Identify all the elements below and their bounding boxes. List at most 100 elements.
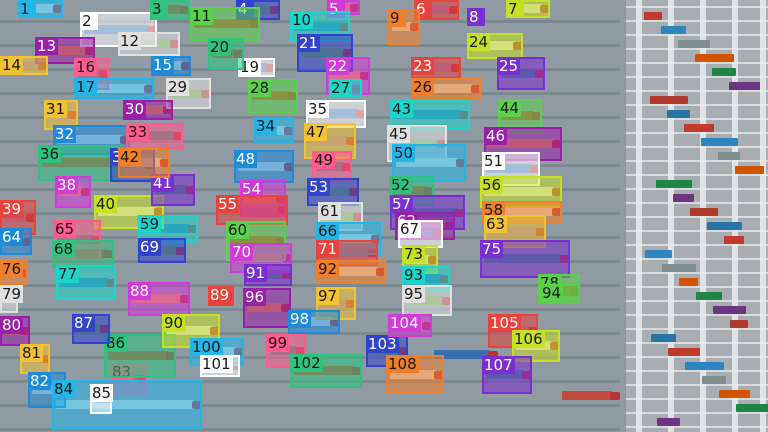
truck-cab — [536, 227, 546, 236]
truck-cab — [188, 225, 198, 233]
truck-trailer — [84, 24, 149, 34]
truck-cab — [434, 370, 444, 379]
shipping-container — [713, 306, 746, 314]
truck-trailer — [76, 324, 102, 333]
truck-cab — [91, 236, 101, 244]
yard-row — [626, 426, 768, 428]
truck-trailer — [114, 374, 139, 383]
shipping-container — [690, 208, 718, 216]
truck-trailer — [392, 320, 424, 330]
truck-trailer — [132, 294, 182, 303]
truck-cab — [440, 275, 450, 283]
truck-trailer — [402, 229, 435, 238]
lane-marking — [0, 212, 620, 215]
shipping-container — [656, 180, 692, 188]
shipping-container — [651, 334, 676, 342]
truck-cab — [8, 295, 18, 303]
truck-cab — [53, 5, 63, 13]
truck-cab — [173, 132, 183, 140]
truck-cab — [234, 50, 244, 58]
truck-cab — [342, 162, 352, 171]
truck-cab — [276, 194, 286, 203]
shipping-container — [657, 418, 680, 426]
truck-trailer — [488, 226, 538, 236]
truck-trailer — [130, 131, 175, 140]
truck-trailer — [322, 211, 355, 221]
truck-cab — [201, 89, 211, 98]
truck-cab — [104, 250, 114, 258]
truck-trailer — [78, 69, 101, 78]
truck-trailer — [308, 136, 348, 145]
truck-cab — [192, 401, 202, 409]
truck-cab — [352, 84, 362, 93]
yard-row — [626, 62, 768, 64]
shipping-container — [707, 222, 742, 230]
truck-trailer — [122, 39, 172, 48]
truck-trailer — [234, 253, 284, 262]
truck-trailer — [484, 254, 562, 263]
truck-cab — [532, 112, 542, 120]
shipping-container — [644, 12, 662, 20]
truck-trailer — [220, 205, 280, 214]
truck-trailer — [394, 110, 462, 119]
truck-cab — [343, 49, 353, 57]
truck-cab — [147, 25, 157, 34]
yard-row — [626, 328, 768, 330]
truck-cab — [250, 20, 260, 28]
lane-marking — [0, 308, 620, 311]
yard-row — [626, 272, 768, 274]
truck-cab — [550, 342, 560, 350]
truck-trailer — [510, 4, 542, 13]
yard-row — [626, 412, 768, 414]
truck-cab — [330, 318, 340, 326]
truck-trailer — [155, 61, 183, 70]
yard-row — [626, 286, 768, 288]
truck-trailer — [252, 91, 290, 100]
truck-cab — [552, 188, 562, 196]
lane-marking — [0, 428, 620, 431]
truck-cab — [81, 188, 91, 196]
truck-trailer — [415, 84, 473, 93]
truck-trailer — [486, 207, 554, 216]
truck-cab — [353, 212, 363, 221]
truck-cab — [560, 255, 570, 263]
box-label: 86 — [104, 334, 128, 352]
truck-cab — [102, 395, 112, 403]
shipping-container — [712, 68, 736, 76]
truck-trailer — [294, 366, 354, 375]
truck-cab — [26, 213, 36, 222]
truck-cab — [85, 46, 95, 55]
shipping-container — [685, 362, 724, 370]
truck-cab — [56, 386, 66, 394]
truck-trailer — [32, 385, 58, 394]
truck-trailer — [562, 391, 612, 400]
truck-trailer — [154, 5, 182, 14]
shipping-container — [668, 348, 700, 356]
truck-cab — [471, 85, 481, 93]
truck-trailer — [390, 369, 436, 379]
truck-trailer — [4, 60, 40, 70]
truck-trailer — [486, 370, 524, 379]
truck-cab — [176, 246, 186, 255]
truck-trailer — [142, 224, 190, 233]
truck-cab — [455, 208, 465, 217]
truck-trailer — [516, 341, 552, 350]
shipping-container — [650, 96, 688, 104]
truck-cab — [356, 110, 366, 118]
truck-cab — [265, 63, 275, 72]
truck-cab — [488, 351, 498, 359]
truck-cab — [224, 292, 234, 300]
truck-trailer — [301, 48, 345, 57]
truck-cab — [451, 64, 461, 72]
truck-trailer — [396, 158, 458, 167]
yard-row — [626, 118, 768, 120]
shipping-container — [724, 236, 744, 244]
truck-cab — [160, 159, 170, 167]
truck-trailer — [331, 2, 352, 12]
yard-row — [626, 48, 768, 50]
truck-cab — [449, 6, 459, 14]
truck-trailer — [370, 346, 400, 355]
truck-cab — [154, 208, 164, 216]
truck-trailer — [415, 63, 453, 72]
